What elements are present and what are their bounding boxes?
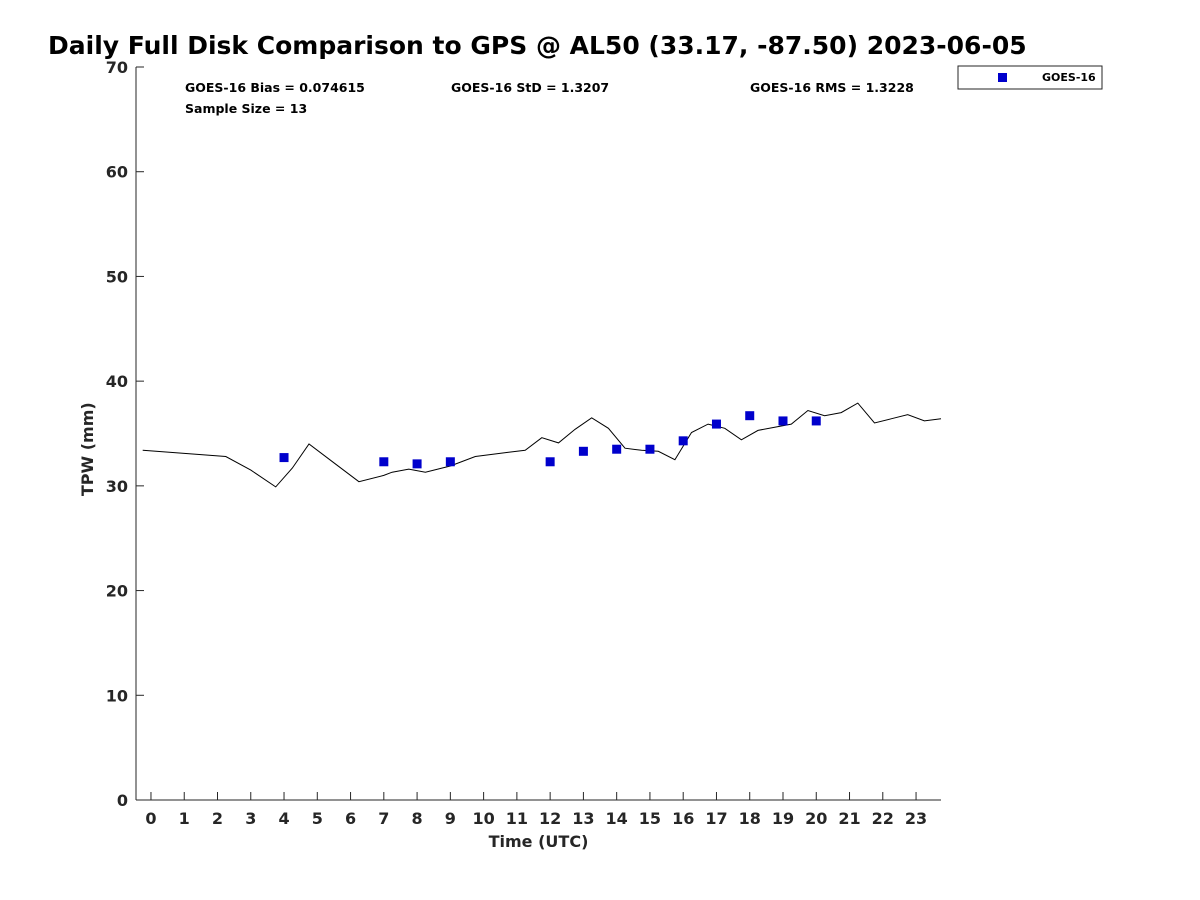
x-tick-label: 7 bbox=[378, 809, 389, 828]
x-axis-label: Time (UTC) bbox=[489, 832, 589, 851]
data-point bbox=[379, 457, 389, 467]
stat-std: GOES-16 StD = 1.3207 bbox=[451, 80, 609, 95]
y-tick-label: 0 bbox=[117, 791, 128, 810]
x-tick-label: 3 bbox=[245, 809, 256, 828]
x-tick-label: 16 bbox=[672, 809, 694, 828]
data-point bbox=[711, 419, 721, 429]
legend: GOES-16 bbox=[957, 65, 1103, 90]
axes: 0 1 2 3 4 5 6 7 8 9 10 11 12 13 14 15 16 17 18 19 20 21 22 2301… bbox=[78, 58, 941, 851]
data-point bbox=[811, 416, 821, 426]
x-tick-label: 9 bbox=[445, 809, 456, 828]
data-point bbox=[279, 453, 289, 463]
x-tick-label: 18 bbox=[739, 809, 761, 828]
y-tick-label: 10 bbox=[106, 686, 128, 705]
x-tick-label: 23 bbox=[905, 809, 927, 828]
gps-line bbox=[142, 402, 942, 488]
x-tick-label: 14 bbox=[606, 809, 628, 828]
x-tick-label: 19 bbox=[772, 809, 794, 828]
line-series bbox=[142, 402, 942, 488]
y-tick-label: 60 bbox=[106, 163, 128, 182]
x-tick-label: 22 bbox=[872, 809, 894, 828]
stat-sample-size: Sample Size = 13 bbox=[185, 101, 307, 116]
x-tick-label: 8 bbox=[412, 809, 423, 828]
data-point bbox=[645, 444, 655, 454]
x-tick-label: 12 bbox=[539, 809, 561, 828]
data-point bbox=[545, 457, 555, 467]
stat-rms: GOES-16 RMS = 1.3228 bbox=[750, 80, 914, 95]
data-point bbox=[445, 457, 455, 467]
y-axis-label: TPW (mm) bbox=[78, 402, 97, 496]
data-point bbox=[778, 416, 788, 426]
y-tick-label: 40 bbox=[106, 372, 128, 391]
x-tick-label: 21 bbox=[838, 809, 860, 828]
y-tick-label: 30 bbox=[106, 477, 128, 496]
data-point bbox=[612, 444, 622, 454]
legend-label-goes16: GOES-16 bbox=[1042, 71, 1096, 84]
x-tick-label: 2 bbox=[212, 809, 223, 828]
data-point bbox=[412, 459, 422, 469]
x-tick-label: 0 bbox=[145, 809, 156, 828]
x-tick-label: 17 bbox=[705, 809, 727, 828]
stat-bias: GOES-16 Bias = 0.074615 bbox=[185, 80, 365, 95]
x-tick-label: 5 bbox=[312, 809, 323, 828]
x-tick-label: 1 bbox=[179, 809, 190, 828]
scatter-series bbox=[279, 411, 821, 469]
legend-marker-goes16 bbox=[998, 73, 1007, 82]
y-tick-label: 50 bbox=[106, 267, 128, 286]
x-tick-label: 20 bbox=[805, 809, 827, 828]
y-tick-label: 20 bbox=[106, 582, 128, 601]
chart-title: Daily Full Disk Comparison to GPS @ AL50… bbox=[48, 31, 1027, 60]
data-point bbox=[578, 446, 588, 456]
x-tick-label: 6 bbox=[345, 809, 356, 828]
x-tick-label: 11 bbox=[506, 809, 528, 828]
x-tick-label: 4 bbox=[278, 809, 289, 828]
data-point bbox=[745, 411, 755, 421]
x-tick-label: 13 bbox=[572, 809, 594, 828]
data-point bbox=[678, 436, 688, 446]
legend-box bbox=[957, 65, 1103, 90]
y-tick-label: 70 bbox=[106, 58, 128, 77]
x-tick-label: 10 bbox=[472, 809, 494, 828]
x-tick-label: 15 bbox=[639, 809, 661, 828]
